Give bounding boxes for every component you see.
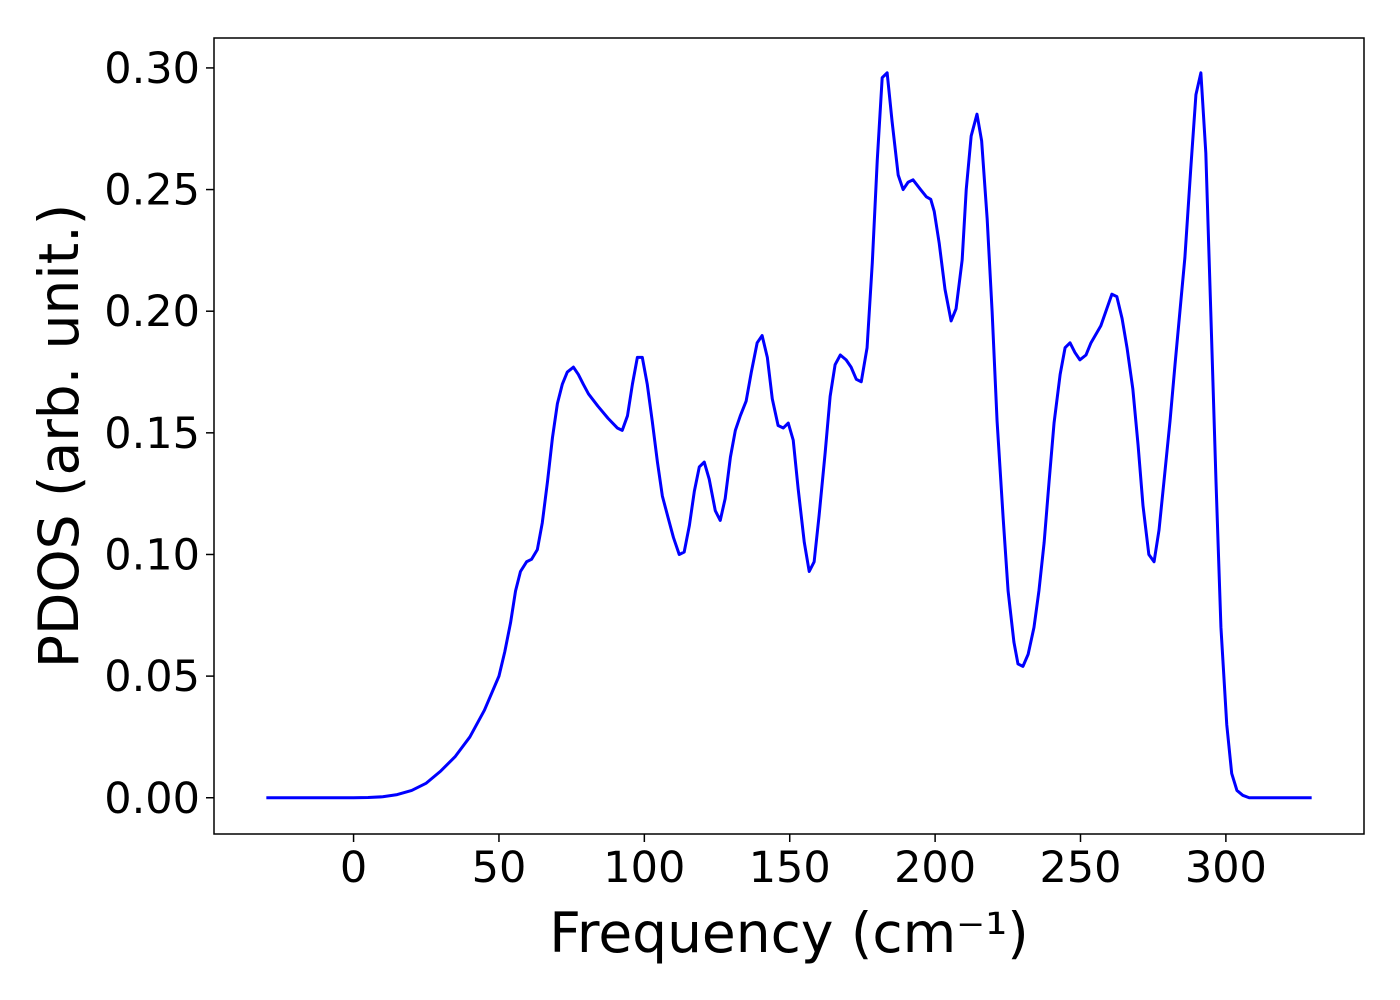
data-line bbox=[266, 71, 1312, 800]
x-tick-label: 50 bbox=[472, 843, 527, 893]
y-axis-label: PDOS (arb. unit.) bbox=[27, 204, 91, 668]
x-tick-label: 150 bbox=[749, 843, 831, 893]
x-tick-label: 0 bbox=[340, 843, 367, 893]
y-tick-label: 0.25 bbox=[104, 166, 200, 216]
plot-frame bbox=[213, 37, 1365, 835]
x-tick-label: 300 bbox=[1185, 843, 1267, 893]
y-tick-label: 0.15 bbox=[104, 409, 200, 459]
y-tick-label: 0.30 bbox=[104, 44, 200, 94]
x-axis-label: Frequency (cm⁻¹) bbox=[549, 901, 1028, 965]
y-tick-label: 0.05 bbox=[104, 652, 200, 702]
y-tick-label: 0.20 bbox=[104, 287, 200, 337]
x-tick-label: 200 bbox=[894, 843, 976, 893]
y-tick-label: 0.10 bbox=[104, 530, 200, 580]
x-tick-label: 100 bbox=[603, 843, 685, 893]
y-tick-label: 0.00 bbox=[104, 774, 200, 824]
x-tick-label: 250 bbox=[1039, 843, 1121, 893]
